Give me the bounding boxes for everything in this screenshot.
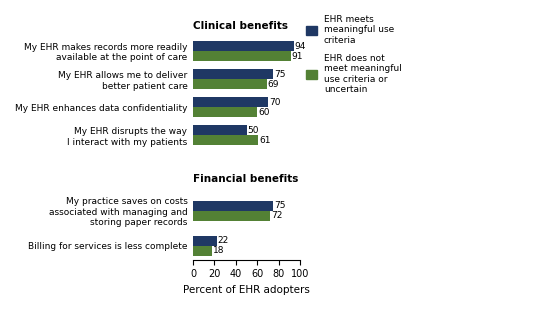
X-axis label: Percent of EHR adopters: Percent of EHR adopters — [183, 285, 310, 295]
Legend: EHR meets
meaningful use
criteria, EHR does not
meet meaningful
use criteria or
: EHR meets meaningful use criteria, EHR d… — [306, 15, 402, 94]
Text: Financial benefits: Financial benefits — [193, 174, 298, 184]
Bar — [193, 135, 258, 145]
Bar — [193, 51, 291, 61]
Text: 91: 91 — [291, 51, 303, 60]
Text: 18: 18 — [213, 246, 225, 255]
Text: 22: 22 — [217, 236, 228, 245]
Bar — [193, 201, 273, 211]
Bar — [193, 69, 273, 79]
Text: 69: 69 — [268, 80, 279, 89]
Text: 75: 75 — [274, 201, 286, 210]
Text: 61: 61 — [259, 136, 271, 145]
Bar — [193, 97, 268, 107]
Text: 50: 50 — [248, 126, 259, 135]
Text: 72: 72 — [271, 211, 282, 220]
Text: 94: 94 — [295, 42, 306, 51]
Text: 75: 75 — [274, 70, 286, 79]
Text: 70: 70 — [269, 98, 281, 107]
Text: Clinical benefits: Clinical benefits — [193, 21, 288, 31]
Bar — [193, 211, 270, 221]
Bar — [193, 41, 294, 51]
Bar — [193, 79, 267, 89]
Bar — [193, 107, 258, 117]
Bar — [193, 246, 212, 256]
Text: 60: 60 — [258, 108, 270, 117]
Bar — [193, 236, 217, 246]
Bar — [193, 125, 246, 135]
